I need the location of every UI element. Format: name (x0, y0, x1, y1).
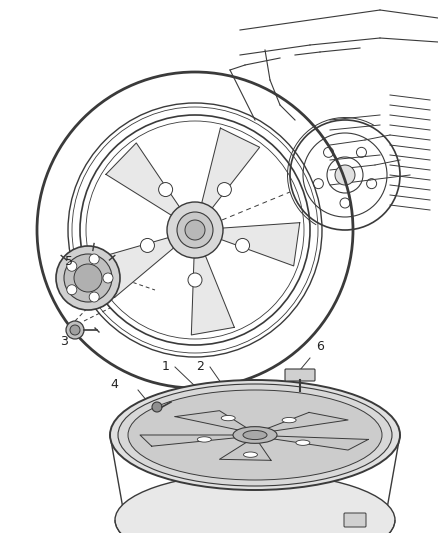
FancyBboxPatch shape (285, 369, 315, 381)
Ellipse shape (243, 431, 267, 440)
Ellipse shape (296, 440, 310, 446)
Polygon shape (273, 436, 368, 450)
Circle shape (335, 165, 355, 185)
Ellipse shape (282, 417, 296, 423)
Polygon shape (221, 223, 300, 266)
Circle shape (89, 254, 99, 264)
Circle shape (64, 254, 112, 302)
Circle shape (236, 238, 250, 253)
Circle shape (167, 202, 223, 258)
Ellipse shape (115, 473, 395, 533)
Text: 4: 4 (110, 378, 118, 391)
Circle shape (56, 246, 120, 310)
Circle shape (177, 212, 213, 248)
Ellipse shape (118, 384, 392, 486)
Circle shape (89, 292, 99, 302)
Circle shape (74, 264, 102, 292)
Circle shape (67, 261, 77, 271)
Polygon shape (202, 128, 260, 208)
Text: 6: 6 (316, 340, 324, 353)
Polygon shape (94, 238, 173, 297)
Text: 3: 3 (60, 335, 68, 348)
Circle shape (103, 273, 113, 283)
Circle shape (141, 238, 155, 253)
Ellipse shape (244, 452, 258, 457)
Circle shape (159, 182, 173, 197)
Ellipse shape (221, 415, 235, 421)
Circle shape (66, 321, 84, 339)
FancyBboxPatch shape (344, 513, 366, 527)
Polygon shape (140, 435, 235, 446)
Circle shape (152, 402, 162, 412)
Ellipse shape (198, 437, 211, 442)
Circle shape (67, 285, 77, 295)
Text: 2: 2 (196, 360, 204, 373)
Circle shape (188, 273, 202, 287)
Polygon shape (191, 256, 234, 335)
Text: 5: 5 (65, 255, 73, 268)
Polygon shape (219, 441, 271, 461)
Ellipse shape (110, 380, 400, 490)
Polygon shape (175, 410, 248, 430)
Circle shape (70, 325, 80, 335)
Polygon shape (106, 143, 179, 215)
Ellipse shape (233, 426, 277, 443)
Polygon shape (265, 413, 348, 431)
Circle shape (217, 182, 231, 197)
Text: 1: 1 (162, 360, 170, 373)
Ellipse shape (128, 390, 382, 480)
Circle shape (185, 220, 205, 240)
